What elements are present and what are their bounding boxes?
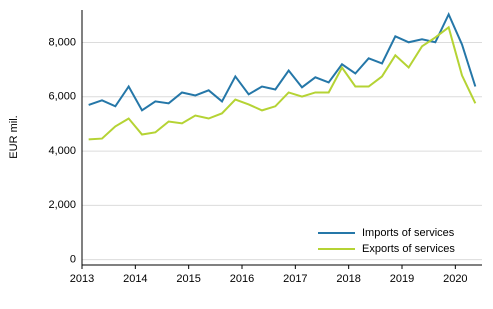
y-tick-label: 8,000 [48, 36, 76, 48]
y-tick-label: 6,000 [48, 91, 76, 103]
legend-label: Imports of services [362, 227, 455, 239]
data-line [88, 11, 477, 112]
data-line [88, 25, 477, 141]
x-tick-label: 2015 [176, 273, 200, 285]
x-tick-label: 2017 [283, 273, 307, 285]
x-tick-label: 2016 [230, 273, 254, 285]
legend-label: Exports of services [362, 243, 455, 255]
x-tick-label: 2018 [336, 273, 360, 285]
y-tick-label: 2,000 [48, 199, 76, 211]
y-tick-label: 0 [70, 253, 76, 265]
x-tick-label: 2014 [123, 273, 147, 285]
x-tick-label: 2020 [443, 273, 467, 285]
y-axis-label: EUR mil. [8, 115, 20, 158]
x-tick-label: 2013 [70, 273, 94, 285]
x-tick-label: 2019 [390, 273, 414, 285]
y-tick-label: 4,000 [48, 145, 76, 157]
